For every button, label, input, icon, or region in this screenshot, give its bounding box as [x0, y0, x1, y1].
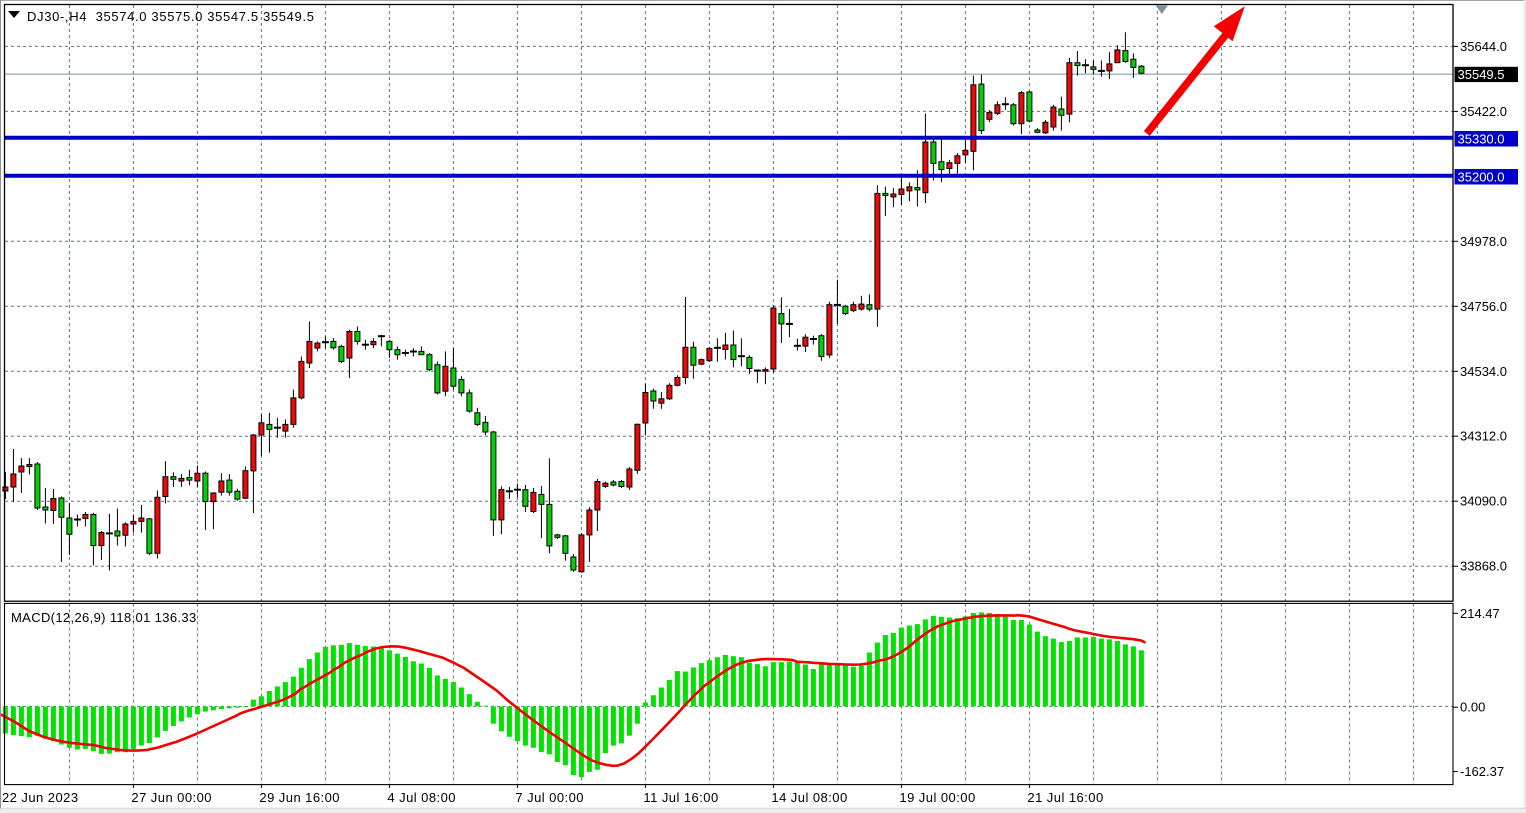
svg-text:4 Jul 08:00: 4 Jul 08:00	[387, 790, 456, 805]
svg-text:14 Jul 08:00: 14 Jul 08:00	[771, 790, 847, 805]
svg-text:22 Jun 2023: 22 Jun 2023	[2, 790, 79, 805]
svg-text:34090.0: 34090.0	[1460, 494, 1507, 509]
svg-text:29 Jun 16:00: 29 Jun 16:00	[259, 790, 340, 805]
svg-text:19 Jul 00:00: 19 Jul 00:00	[899, 790, 975, 805]
svg-text:35422.0: 35422.0	[1460, 104, 1507, 119]
svg-text:11 Jul 16:00: 11 Jul 16:00	[643, 790, 718, 805]
svg-text:21 Jul 16:00: 21 Jul 16:00	[1027, 790, 1103, 805]
svg-text:DJ30-,H4 35574.0 35575.0 3554: DJ30-,H4 35574.0 35575.0 35547.5 35549.5	[27, 9, 315, 24]
svg-text:35549.5: 35549.5	[1458, 67, 1505, 82]
svg-text:7 Jul 00:00: 7 Jul 00:00	[515, 790, 584, 805]
svg-text:35200.0: 35200.0	[1458, 169, 1505, 184]
svg-text:33868.0: 33868.0	[1460, 559, 1507, 574]
svg-text:35330.0: 35330.0	[1458, 131, 1505, 146]
svg-text:34312.0: 34312.0	[1460, 429, 1507, 444]
svg-text:MACD(12,26,9) 118.01 136.33: MACD(12,26,9) 118.01 136.33	[11, 610, 197, 625]
svg-text:34756.0: 34756.0	[1460, 299, 1507, 314]
svg-text:35644.0: 35644.0	[1460, 39, 1507, 54]
svg-text:0.00: 0.00	[1460, 700, 1485, 715]
svg-text:34534.0: 34534.0	[1460, 364, 1507, 379]
svg-text:34978.0: 34978.0	[1460, 234, 1507, 249]
svg-text:27 Jun 00:00: 27 Jun 00:00	[131, 790, 212, 805]
svg-text:-162.37: -162.37	[1460, 764, 1504, 779]
svg-text:214.47: 214.47	[1460, 606, 1500, 621]
